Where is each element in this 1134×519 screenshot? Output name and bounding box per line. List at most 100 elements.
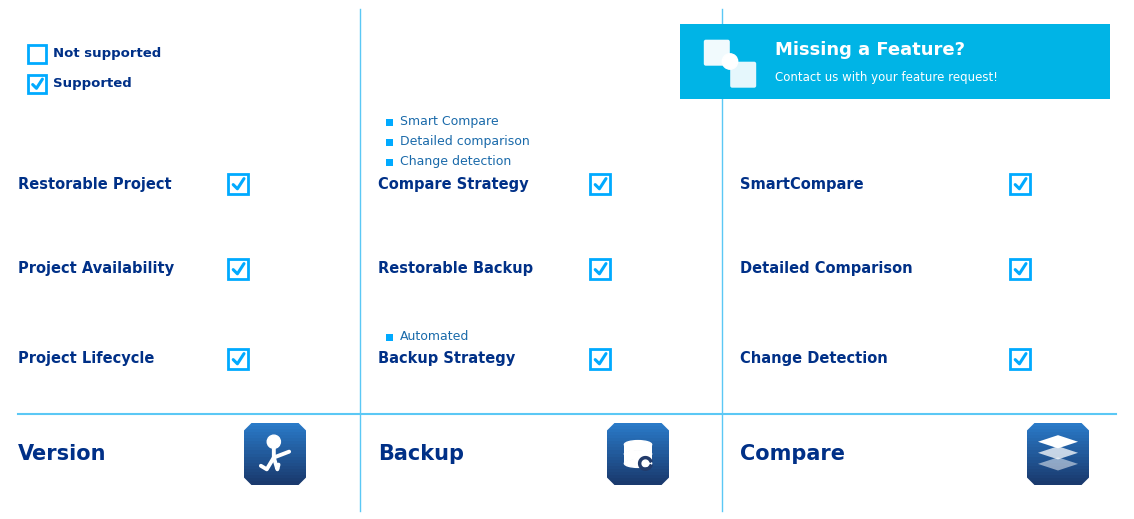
Text: Backup: Backup <box>378 444 464 464</box>
Polygon shape <box>298 423 306 430</box>
Bar <box>590 259 610 279</box>
Bar <box>244 438 306 442</box>
Bar <box>1027 422 1089 426</box>
Bar <box>1027 469 1089 473</box>
Polygon shape <box>607 477 615 485</box>
Text: Project Lifecycle: Project Lifecycle <box>18 351 154 366</box>
Polygon shape <box>244 477 252 485</box>
Polygon shape <box>1038 446 1078 459</box>
Polygon shape <box>298 477 306 485</box>
Bar <box>607 469 669 473</box>
Ellipse shape <box>625 450 652 458</box>
Ellipse shape <box>625 459 652 468</box>
Polygon shape <box>1027 477 1034 485</box>
Text: Smart Compare: Smart Compare <box>400 116 499 129</box>
Bar <box>607 466 669 470</box>
Bar <box>607 441 669 445</box>
Text: Restorable Backup: Restorable Backup <box>378 262 533 277</box>
Text: Missing a Feature?: Missing a Feature? <box>775 41 965 59</box>
Bar <box>607 457 669 460</box>
Text: SmartCompare: SmartCompare <box>741 176 864 192</box>
Polygon shape <box>1082 423 1089 430</box>
Bar <box>244 457 306 460</box>
Bar <box>680 24 1110 99</box>
Bar <box>625 445 652 454</box>
Ellipse shape <box>625 450 652 458</box>
Bar <box>228 174 248 194</box>
Bar <box>244 463 306 467</box>
Polygon shape <box>661 477 669 485</box>
Bar <box>244 444 306 448</box>
Bar <box>244 475 306 479</box>
Ellipse shape <box>625 441 652 448</box>
Bar <box>1027 463 1089 467</box>
FancyBboxPatch shape <box>730 62 756 88</box>
Polygon shape <box>661 423 669 430</box>
Text: Compare: Compare <box>741 444 845 464</box>
Text: Detailed comparison: Detailed comparison <box>400 135 530 148</box>
Bar <box>1027 426 1089 429</box>
Bar <box>607 450 669 454</box>
Bar <box>244 469 306 473</box>
Bar <box>1027 429 1089 432</box>
Bar <box>607 435 669 439</box>
Bar <box>386 119 393 126</box>
Bar <box>1010 174 1030 194</box>
Bar <box>1027 472 1089 476</box>
Text: Not supported: Not supported <box>53 48 161 61</box>
Bar <box>607 438 669 442</box>
Bar <box>625 454 652 463</box>
Polygon shape <box>244 423 252 430</box>
Bar <box>244 429 306 432</box>
Bar <box>1010 259 1030 279</box>
Polygon shape <box>1038 457 1078 471</box>
Text: Detailed Comparison: Detailed Comparison <box>741 262 913 277</box>
Text: Supported: Supported <box>53 77 132 90</box>
Bar <box>1027 441 1089 445</box>
Bar <box>244 422 306 426</box>
Bar <box>244 479 306 482</box>
Text: Change detection: Change detection <box>400 156 511 169</box>
Text: Version: Version <box>18 444 107 464</box>
Bar <box>1027 450 1089 454</box>
Bar <box>28 45 46 63</box>
Bar <box>590 349 610 369</box>
Bar <box>228 259 248 279</box>
Bar <box>244 482 306 485</box>
Bar <box>607 426 669 429</box>
Bar <box>386 139 393 146</box>
Text: Contact us with your feature request!: Contact us with your feature request! <box>775 72 998 85</box>
Text: Restorable Project: Restorable Project <box>18 176 171 192</box>
Bar <box>607 444 669 448</box>
Bar <box>244 447 306 451</box>
Text: Compare Strategy: Compare Strategy <box>378 176 528 192</box>
Bar <box>244 450 306 454</box>
Bar <box>607 475 669 479</box>
Bar <box>1027 460 1089 463</box>
Bar <box>244 435 306 439</box>
Polygon shape <box>1027 423 1034 430</box>
Bar <box>1027 466 1089 470</box>
Bar <box>607 463 669 467</box>
Bar <box>244 472 306 476</box>
Bar <box>386 159 393 166</box>
Bar <box>607 447 669 451</box>
Polygon shape <box>1082 477 1089 485</box>
Bar <box>590 174 610 194</box>
Bar <box>1027 454 1089 457</box>
Bar <box>1027 438 1089 442</box>
Bar <box>607 460 669 463</box>
Polygon shape <box>607 423 615 430</box>
Bar <box>607 482 669 485</box>
Text: Project Availability: Project Availability <box>18 262 175 277</box>
Bar <box>1027 447 1089 451</box>
Bar <box>1027 435 1089 439</box>
Bar <box>607 454 669 457</box>
FancyBboxPatch shape <box>704 39 730 66</box>
Bar <box>244 426 306 429</box>
Bar <box>244 441 306 445</box>
Bar <box>244 466 306 470</box>
Bar <box>607 472 669 476</box>
Bar <box>386 334 393 341</box>
Bar <box>1027 432 1089 435</box>
